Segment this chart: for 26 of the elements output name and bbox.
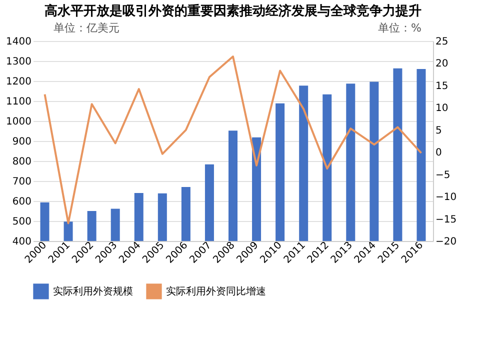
- y2-tick-label: 0: [436, 148, 442, 159]
- y2-tick-label: 10: [436, 103, 448, 114]
- legend-label: 实际利用外资规模: [53, 285, 133, 298]
- line-series: [44, 56, 422, 224]
- y2-tick-label: 15: [436, 80, 448, 92]
- y-tick-label: 600: [12, 196, 32, 208]
- y-tick-label: 700: [12, 176, 32, 188]
- y-tick-label: 900: [12, 136, 32, 148]
- y2-tick-label: 20: [436, 58, 448, 70]
- y2-tick-label: −20: [436, 236, 457, 248]
- y-tick-label: 500: [12, 216, 32, 228]
- y-tick-label: 800: [12, 156, 32, 168]
- y-tick-label: 1400: [6, 36, 32, 48]
- y-axis-title: 单位：亿美元: [54, 22, 120, 34]
- y2-tick-label: −15: [436, 214, 457, 226]
- y2-tick-label: −10: [436, 192, 457, 204]
- y2-tick-label: 5: [436, 125, 442, 136]
- y-tick-label: 1000: [6, 116, 32, 128]
- y-tick-label: 1200: [6, 76, 32, 88]
- y2-tick-label: 25: [436, 36, 448, 48]
- y-tick-label: 1100: [6, 96, 32, 108]
- y2-axis-title: 单位：%: [378, 22, 422, 34]
- chart-title: 高水平开放是吸引外资的重要因素推动经济发展与全球竞争力提升: [44, 3, 422, 19]
- legend-label: 实际利用外资同比增速: [166, 285, 266, 298]
- y-tick-label: 1300: [6, 56, 32, 68]
- y2-tick-label: −5: [436, 170, 450, 181]
